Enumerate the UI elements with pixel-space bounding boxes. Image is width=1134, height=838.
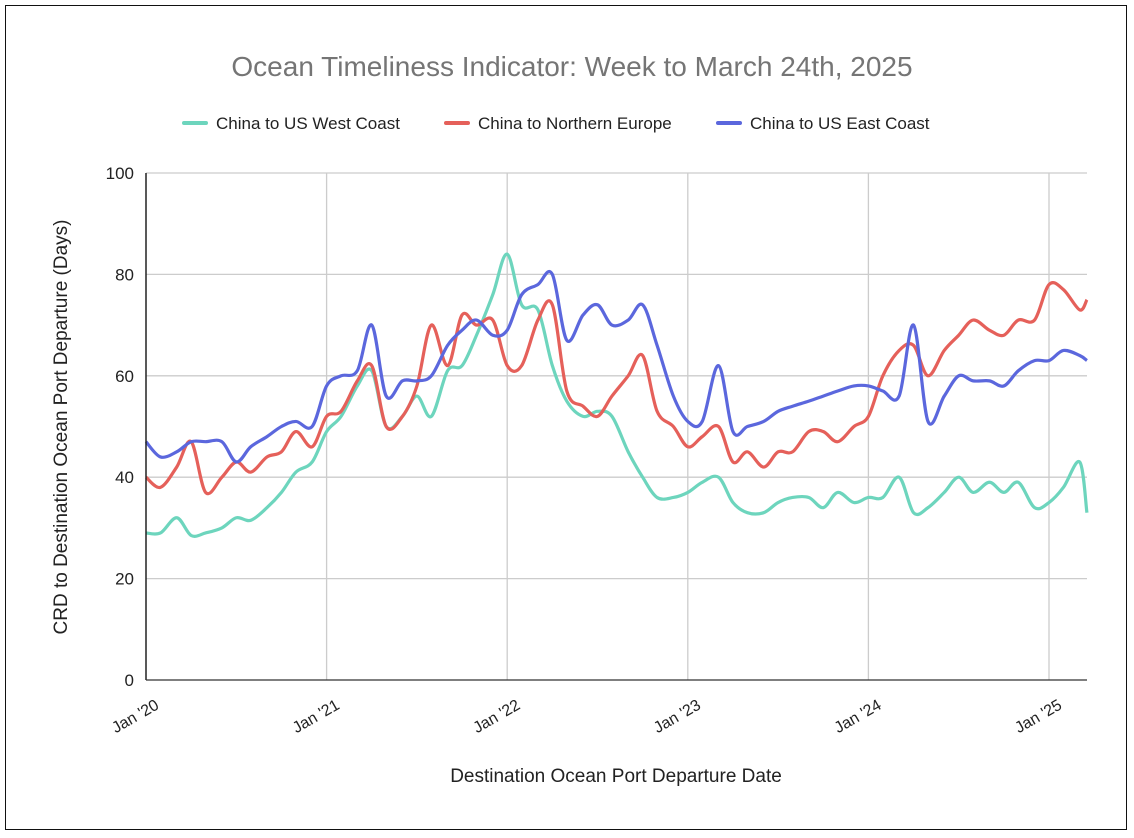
y-tick-label: 40 [115, 468, 134, 487]
legend-label: China to Northern Europe [478, 114, 672, 133]
y-axis-ticks: 0 20 40 60 80 100 [106, 164, 134, 690]
series-line-china-to-northern-europe [144, 281, 1089, 496]
x-axis-title: Destination Ocean Port Departure Date [450, 766, 782, 787]
series-line-china-to-us-west-coast [145, 252, 1089, 538]
legend-label: China to US West Coast [216, 114, 400, 133]
chart-frame [5, 5, 1127, 830]
x-tick-label: Jan '23 [651, 697, 704, 737]
legend-label: China to US East Coast [750, 114, 930, 133]
y-tick-label: 20 [115, 570, 134, 589]
chart-title: Ocean Timeliness Indicator: Week to Marc… [231, 51, 912, 82]
x-tick-label: Jan '20 [109, 697, 162, 737]
gridlines [146, 172, 1087, 680]
x-tick-label: Jan '24 [832, 697, 885, 737]
x-tick-label: Jan '25 [1012, 697, 1065, 737]
y-tick-label: 100 [106, 164, 134, 183]
x-tick-label: Jan '21 [290, 697, 343, 737]
y-tick-label: 0 [125, 671, 134, 690]
y-tick-label: 80 [115, 265, 134, 284]
legend: China to US West Coast China to Northern … [182, 114, 930, 133]
x-axis-ticks: Jan '20 Jan '21 Jan '22 Jan '23 Jan '24 Jan '… [109, 697, 1065, 737]
series-line-china-to-us-east-coast [144, 269, 1088, 464]
y-tick-label: 60 [115, 367, 134, 386]
y-axis-title: CRD to Destination Ocean Port Departure … [51, 220, 72, 635]
x-tick-label: Jan '22 [470, 697, 523, 737]
series-lines [144, 252, 1089, 538]
